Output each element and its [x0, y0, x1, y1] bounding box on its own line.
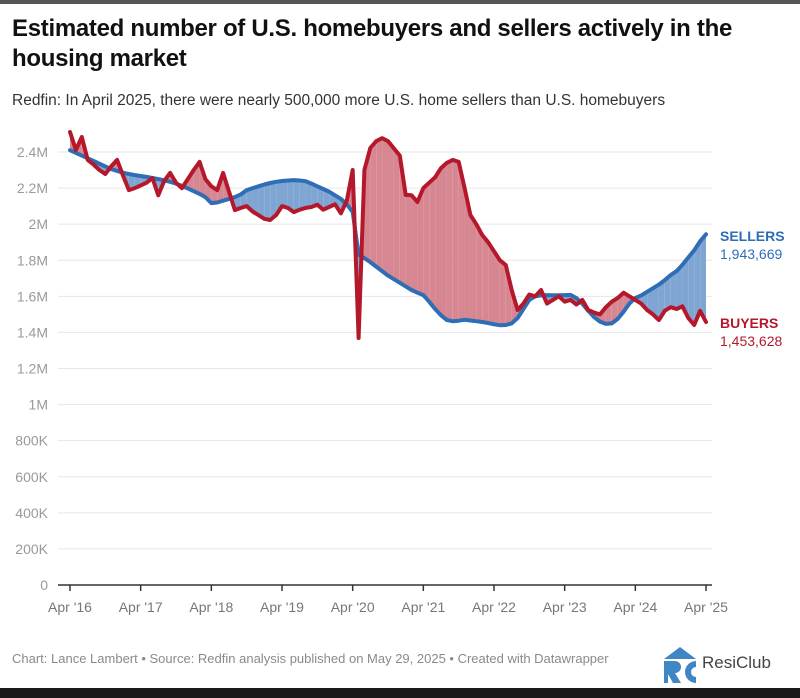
area-segment [653, 284, 659, 320]
area-segment [323, 188, 330, 210]
resiclub-rc-logo-icon [664, 647, 696, 683]
area-segment [423, 182, 430, 302]
area-segment [429, 177, 436, 309]
area-segment [694, 241, 701, 326]
area-segment [305, 181, 312, 208]
area-segment [647, 288, 653, 315]
y-tick-label: 1M [29, 397, 48, 413]
area-fills [70, 131, 706, 339]
area-segment [417, 188, 424, 296]
area-segment [664, 275, 671, 311]
area-segment [499, 260, 506, 326]
area-segment [700, 234, 706, 322]
area-segment [299, 180, 306, 210]
y-tick-label: 2.2M [17, 180, 48, 196]
x-axis: Apr '16 Apr '17 Apr '18 Apr '19 Apr '20 Apr '… [48, 584, 728, 615]
y-axis-ticks: 0 200K 400K 600K 800K 1M 1.2M 1.4M 1.6M 1.8M 2M 2.2… [15, 144, 48, 593]
area-segment [452, 159, 459, 322]
area-segment [482, 234, 489, 324]
x-tick-label: Apr '20 [331, 599, 375, 615]
x-tick-label: Apr '25 [684, 599, 728, 615]
area-segment [488, 242, 494, 325]
x-tick-label: Apr '23 [543, 599, 587, 615]
x-tick-label: Apr '17 [119, 599, 163, 615]
y-tick-label: 1.6M [17, 288, 48, 304]
area-segment [435, 168, 441, 316]
area-segment [670, 271, 677, 309]
area-segment [682, 257, 689, 318]
sellers-value-label: 1,943,669 [720, 246, 782, 262]
chart-plot: 0 200K 400K 600K 800K 1M 1.2M 1.4M 1.6M 1.8M 2M 2.2… [15, 130, 785, 615]
y-tick-label: 1.2M [17, 361, 48, 377]
area-segment [258, 184, 265, 219]
x-tick-label: Apr '22 [472, 599, 516, 615]
x-tick-label: Apr '18 [189, 599, 233, 615]
y-tick-label: 400K [15, 505, 48, 521]
x-tick-label: Apr '19 [260, 599, 304, 615]
area-segment [388, 141, 394, 280]
x-tick-label: Apr '24 [613, 599, 657, 615]
area-segment [405, 194, 412, 291]
sellers-label: SELLERS [720, 228, 785, 244]
area-segment [688, 250, 695, 326]
series-lines [68, 130, 708, 340]
resiclub-logo: ResiClub [660, 645, 800, 685]
area-segment [376, 138, 383, 272]
area-segment [476, 224, 483, 322]
buyers-value-label: 1,453,628 [720, 333, 782, 349]
buyers-line [68, 130, 708, 340]
buyers-label: BUYERS [720, 315, 778, 331]
y-tick-label: 800K [15, 433, 48, 449]
area-segment [464, 188, 471, 321]
area-segment [411, 195, 418, 293]
area-segment [370, 141, 377, 267]
chart-subtitle: Redfin: In April 2025, there were nearly… [12, 92, 666, 109]
area-segment [252, 186, 259, 216]
area-segment [446, 159, 453, 322]
area-segment [128, 174, 135, 191]
area-segment [270, 181, 277, 221]
top-border [0, 0, 800, 4]
y-tick-label: 2.4M [17, 144, 48, 160]
area-segment [494, 251, 500, 326]
y-tick-label: 600K [15, 469, 48, 485]
x-tick-label: Apr '16 [48, 599, 92, 615]
y-tick-label: 200K [15, 541, 48, 557]
area-segment [282, 180, 288, 208]
area-segment [505, 265, 512, 326]
area-segment [382, 138, 388, 276]
y-tick-label: 2M [29, 216, 48, 232]
logo-text: ResiClub [702, 653, 771, 672]
end-labels: SELLERS 1,943,669 BUYERS 1,453,628 [720, 228, 785, 349]
chart-footer: Chart: Lance Lambert • Source: Redfin an… [12, 651, 609, 666]
area-segment [676, 264, 683, 309]
area-segment [458, 161, 465, 321]
y-tick-label: 0 [40, 577, 48, 593]
area-segment [264, 183, 271, 221]
y-tick-label: 1.8M [17, 252, 48, 268]
area-segment [393, 148, 400, 283]
area-segment [441, 162, 447, 320]
area-segment [293, 180, 300, 213]
y-tick-label: 1.4M [17, 324, 48, 340]
area-segment [311, 183, 318, 208]
area-segment [611, 297, 618, 324]
area-segment [470, 214, 477, 322]
area-segment [287, 180, 294, 213]
x-tick-label: Apr '21 [401, 599, 445, 615]
bottom-border [0, 688, 800, 698]
chart-title: Estimated number of U.S. homebuyers and … [12, 15, 732, 72]
